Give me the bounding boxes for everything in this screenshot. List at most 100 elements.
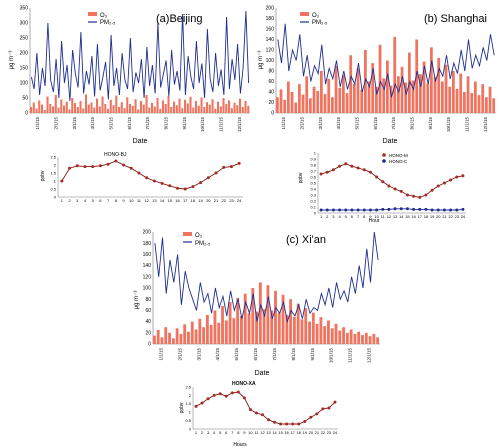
- hono-sh-point: [399, 189, 403, 193]
- beijing-xtick-label: 3/1/15: [72, 117, 77, 130]
- shanghai-o3-bar: [474, 81, 477, 113]
- shanghai-o3-bar: [305, 76, 309, 113]
- hono-bj-point: [83, 165, 87, 169]
- hono-sh-point: [387, 184, 391, 188]
- hono-sh-xtick-label: 22: [448, 214, 453, 219]
- beijing-o3-bar: [115, 95, 118, 113]
- shanghai-ytick-label: 100: [266, 58, 275, 64]
- shanghai-ytick-label: 60: [268, 79, 274, 85]
- shanghai-o3-bar: [345, 93, 349, 113]
- shanghai-xtick-label: 1/1/15: [281, 117, 286, 130]
- shanghai-o3-bar: [459, 73, 463, 113]
- hono-xa-xtick-label: 5: [219, 430, 222, 435]
- hono-sh-point: [436, 208, 440, 212]
- shanghai-o3-bar: [470, 93, 474, 113]
- hono-sh-xtick-label: 10: [374, 214, 379, 219]
- xian-xtick-label: 2/1/15: [177, 348, 182, 361]
- shanghai-ytick-label: 20: [268, 100, 274, 106]
- xian-o3-bar: [285, 314, 289, 344]
- shanghai-o3-bar: [415, 39, 419, 113]
- beijing-o3-bar: [43, 110, 46, 113]
- beijing-xtick-label: 11/1/15: [219, 117, 224, 132]
- hono-sh-point: [362, 208, 366, 212]
- xian-o3-bar: [202, 327, 206, 344]
- hono-bj-point: [98, 164, 102, 168]
- beijing-o3-bar: [35, 108, 38, 113]
- shanghai-o3-bar: [338, 87, 342, 113]
- beijing-o3-bar: [211, 99, 214, 113]
- xian-o3-bar: [251, 288, 255, 344]
- xian-ytick-label: 80: [145, 297, 151, 303]
- hono-sh-axes: [317, 153, 466, 214]
- hono-bj-xtick-label: 23: [229, 198, 234, 203]
- beijing-o3-bar: [153, 106, 156, 113]
- hono-sh-xtick-label: 3: [332, 214, 335, 219]
- xian-pm25-series: [154, 231, 379, 324]
- hono-sh-ytick-label: 1: [314, 150, 317, 155]
- shanghai-o3-bar: [316, 90, 320, 113]
- beijing-ytick-label: 200: [20, 51, 29, 57]
- beijing-o3-bar: [200, 97, 203, 113]
- hono-bj-xtick-label: 8: [115, 198, 118, 203]
- hono-sh-point: [455, 208, 459, 212]
- hono-sh-point: [344, 162, 348, 166]
- shanghai-xtick-label: 8/1/15: [410, 117, 415, 130]
- beijing-ytick-label: 350: [20, 6, 29, 12]
- hono-bj-ticks: 00.511.522.51 2 3 4 5 6 7 8 9 10 11 12 13 14 15 16 17 18 1…: [50, 154, 242, 203]
- hono-sh-ytick-label: 0.4: [310, 186, 316, 191]
- beijing-xtick-label: 1/1/15: [35, 117, 40, 130]
- hono-xa-point: [194, 404, 198, 408]
- hono-xa-point: [273, 420, 277, 424]
- shanghai-o3-bar: [441, 81, 444, 113]
- shanghai-o3-bar: [466, 76, 470, 113]
- hono-bj-point: [222, 165, 226, 169]
- shanghai-o3-bar: [360, 89, 364, 113]
- hono-sh-ytick-label: 0.8: [310, 162, 316, 167]
- beijing-ytick-label: 50: [22, 96, 28, 102]
- xian-o3-bar: [198, 318, 202, 344]
- hono-sh-xtick-label: 5: [345, 214, 348, 219]
- beijing-o3-bar: [244, 101, 247, 113]
- shanghai-o3-bar: [309, 98, 312, 113]
- hono-bj-point: [152, 179, 156, 183]
- hono-bj-xtick-label: 13: [152, 198, 157, 203]
- xian-xtick-label: 6/1/15: [253, 348, 258, 361]
- hono-bj-xtick-label: 20: [206, 198, 211, 203]
- shanghai-o3-bar: [488, 86, 492, 113]
- shanghai-o3-bar: [386, 60, 389, 113]
- shanghai-o3-bar: [485, 97, 488, 113]
- hono-sh-point: [344, 208, 348, 212]
- beijing-o3-bar: [126, 97, 129, 113]
- beijing-o3-bar: [57, 107, 60, 113]
- xian-o3-bar: [183, 324, 187, 344]
- hono-xa-point: [206, 397, 210, 401]
- beijing-xtick-label: 5/1/15: [109, 117, 114, 130]
- hono-xa-point: [291, 422, 295, 426]
- shanghai-o3-bar: [426, 83, 430, 113]
- shanghai-o3-bar: [404, 82, 408, 113]
- beijing-o3-bar: [222, 98, 225, 113]
- xian-o3-bar: [277, 312, 281, 344]
- hono-bj-xtick-label: 6: [99, 198, 102, 203]
- xian-o3-bar: [270, 310, 274, 344]
- beijing-o3-bar: [145, 95, 148, 113]
- shanghai-o3-bar: [400, 66, 404, 113]
- xian-o3-bar: [236, 298, 240, 344]
- xian-o3-bar: [190, 321, 194, 344]
- shanghai-ylabel: μg m⁻³: [258, 51, 264, 70]
- hono-xa-xtick-label: 13: [266, 430, 271, 435]
- hono-xa-xtick-label: 21: [315, 430, 320, 435]
- xian-o3-bar: [221, 305, 224, 344]
- beijing-o3-bar: [156, 98, 159, 113]
- beijing-legend-o3-swatch: [88, 12, 97, 16]
- xian-o3-bar: [160, 337, 164, 344]
- shanghai-xtick-label: 10/1/15: [446, 117, 451, 133]
- beijing-xtick-label: 12/1/15: [237, 117, 242, 133]
- hono-bj-xtick-label: 17: [183, 198, 188, 203]
- hono-xa-point: [242, 396, 246, 400]
- hono-bj-point: [106, 162, 110, 166]
- xian-xtick-label: 10/1/15: [329, 348, 334, 364]
- xian-legend-pm25: PM₂.₅: [195, 241, 211, 247]
- hono-bj-point: [129, 166, 133, 170]
